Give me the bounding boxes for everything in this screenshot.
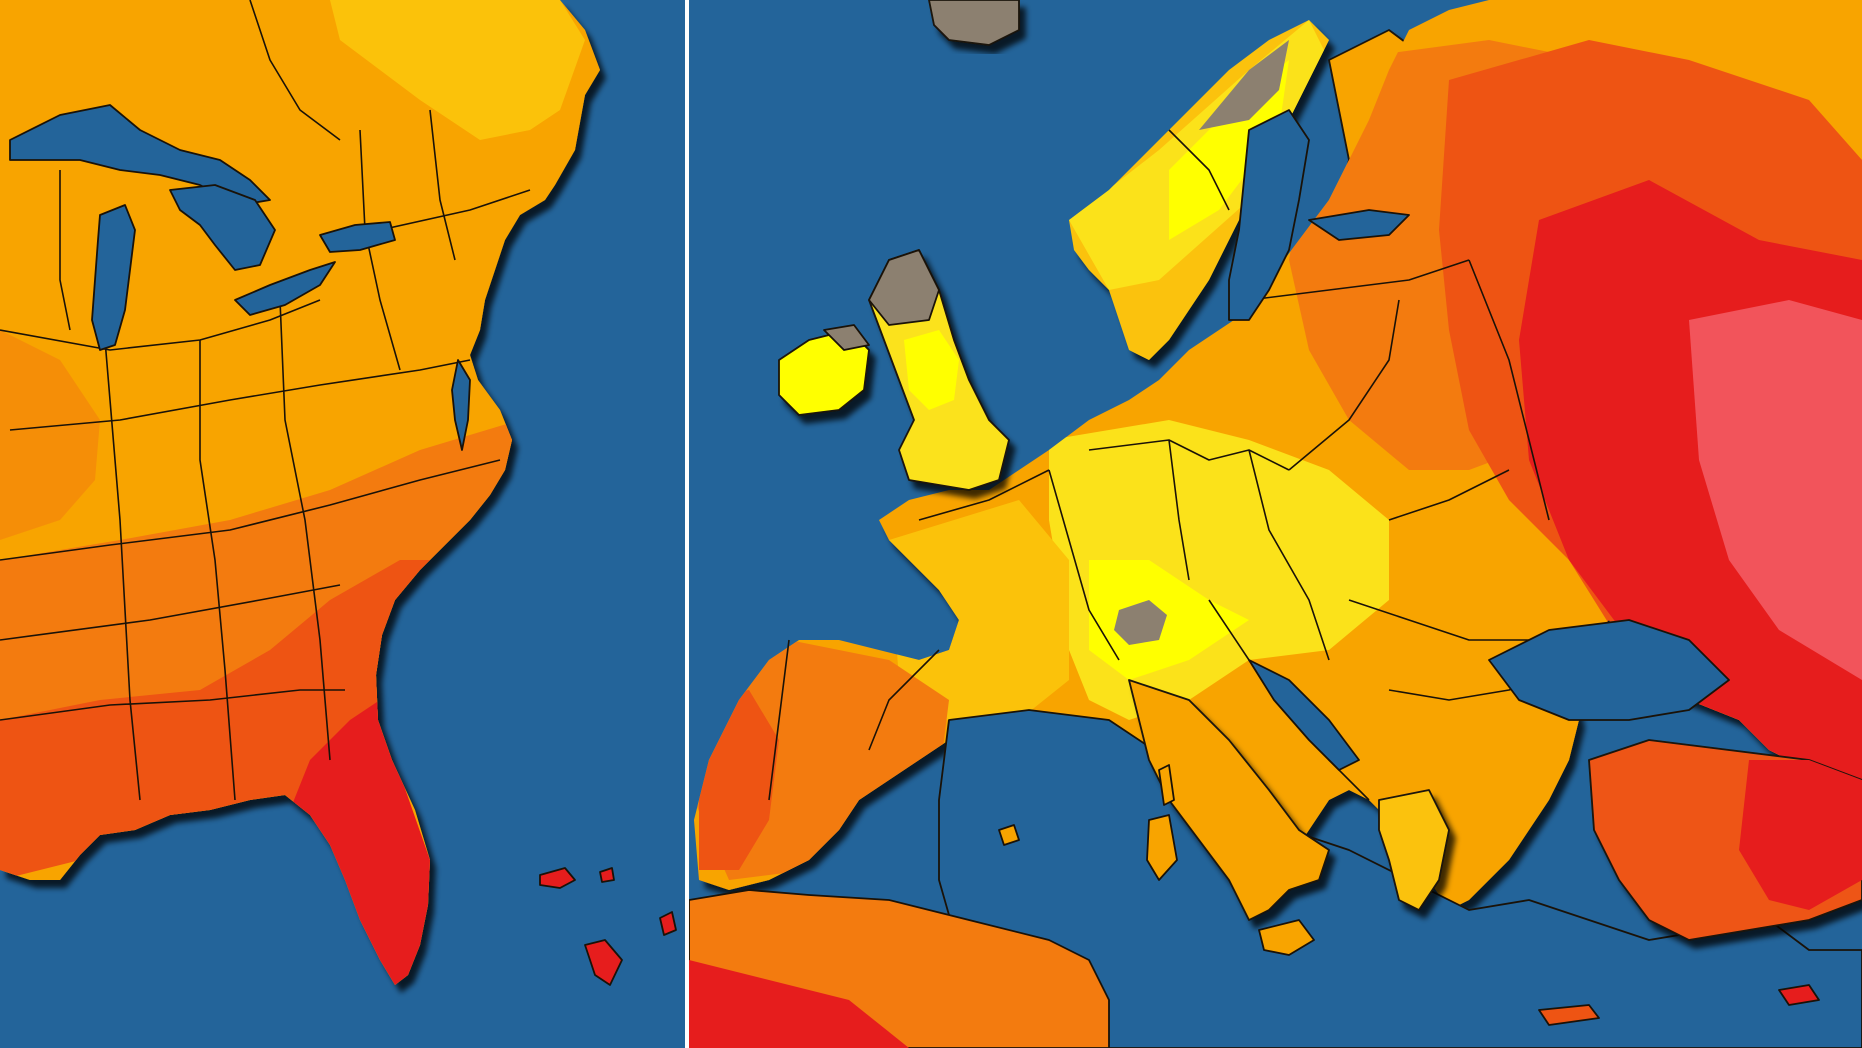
band-pink-red-russia [1689,300,1862,680]
iceland-fragment [928,0,1020,46]
italy-landmass [1128,679,1330,921]
band-orange-red-southeast [0,560,460,880]
scotland-gray-highlands [868,249,940,326]
lake-erie [234,261,336,316]
europe-map-svg [689,0,1862,1048]
island-sicily [1258,919,1315,956]
island-cyprus [1778,984,1820,1006]
baltic-sea [1228,109,1310,321]
lake-ontario [319,221,396,253]
band-light-orange-northeast [330,0,585,140]
band-bright-yellow-alps [1089,560,1249,680]
gulf-of-finland [1308,209,1410,241]
mediterranean-islands [998,764,1820,1026]
usa-map-panel [0,0,685,1048]
ireland-landmass [778,329,870,416]
band-red-florida [290,700,440,985]
turkey-red-region [1739,760,1862,910]
panel-divider [685,0,689,1048]
island-cuba-fragment [539,867,576,889]
island-bahamas-b [584,939,623,986]
caribbean-islands [539,867,677,986]
greece-landmass [1378,789,1450,911]
lake-michigan [91,204,136,351]
usa-map-svg [0,0,685,1048]
island-corsica [1158,764,1175,806]
europe-temperature-bands [694,40,1862,880]
band-gray-norway-mountains [1199,40,1289,130]
island-bahamas-c [659,911,677,936]
northern-ireland-gray [823,324,870,351]
band-light-orange-france [889,500,1069,720]
band-dark-orange-west [0,330,100,540]
north-africa-red-band [689,960,909,1048]
europe-map-panel [689,0,1862,1048]
great-lakes [9,104,471,451]
usa-state-borders [0,0,531,801]
lake-huron [169,184,276,271]
island-crete [1538,1004,1600,1026]
black-sea [1488,619,1730,721]
island-bahamas-a [599,867,615,883]
great-britain-bright-yellow-band [904,330,959,410]
adriatic-sea [1248,659,1360,771]
island-sardinia [1146,814,1178,881]
scandinavia-temperature-bands [1069,20,1329,290]
island-balearic [998,824,1020,846]
band-gray-alps [1114,600,1167,645]
chesapeake-bay [451,359,471,451]
usa-temperature-bands [0,0,585,985]
